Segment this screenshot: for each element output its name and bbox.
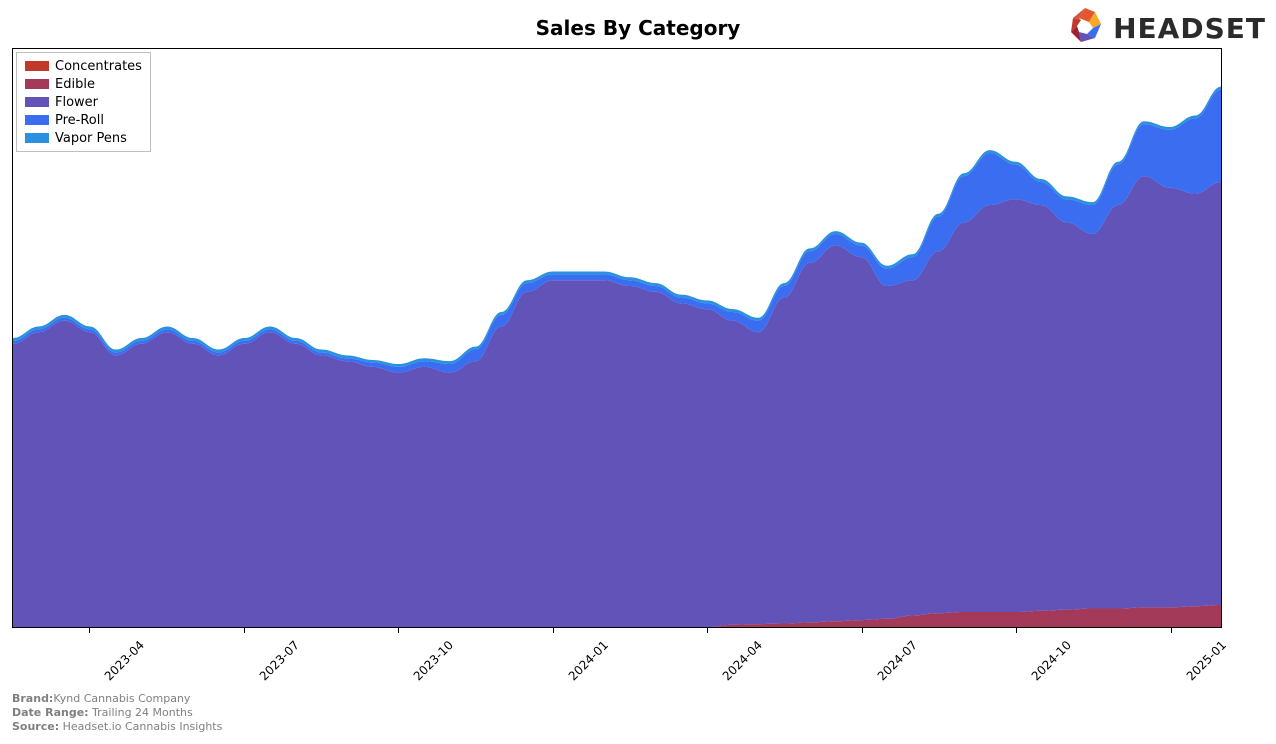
legend-item: Vapor Pens (25, 129, 142, 147)
x-tick-label: 2024-01 (565, 638, 610, 683)
stacked-area-svg (13, 49, 1221, 627)
legend-swatch (25, 97, 49, 107)
footer-value: Headset.io Cannabis Insights (59, 720, 222, 733)
chart-legend: Concentrates Edible Flower Pre-Roll Vapor Pe… (16, 52, 151, 152)
legend-item: Flower (25, 93, 142, 111)
legend-label: Vapor Pens (55, 131, 127, 146)
x-tick-mark (89, 628, 90, 633)
x-tick-mark (553, 628, 554, 633)
footer-label: Date Range: (12, 706, 89, 719)
legend-label: Edible (55, 77, 95, 92)
footer-label: Source: (12, 720, 59, 733)
headset-logo-icon (1065, 6, 1105, 50)
x-tick-mark (707, 628, 708, 633)
x-tick-mark (862, 628, 863, 633)
footer-value: Kynd Cannabis Company (53, 692, 190, 705)
x-tick-label: 2023-10 (411, 638, 456, 683)
legend-label: Pre-Roll (55, 113, 104, 128)
headset-logo-text: HEADSET (1113, 12, 1266, 45)
x-tick-mark (1171, 628, 1172, 633)
x-tick-label: 2024-07 (874, 638, 919, 683)
legend-item: Edible (25, 75, 142, 93)
x-tick-label: 2023-04 (102, 638, 147, 683)
x-tick-label: 2025-01 (1183, 638, 1228, 683)
headset-logo: HEADSET (1065, 6, 1266, 50)
chart-footer: Brand:Kynd Cannabis CompanyDate Range: T… (12, 692, 222, 733)
x-tick-mark (244, 628, 245, 633)
legend-item: Concentrates (25, 57, 142, 75)
footer-line: Source: Headset.io Cannabis Insights (12, 720, 222, 734)
legend-swatch (25, 133, 49, 143)
legend-label: Concentrates (55, 59, 142, 74)
footer-label: Brand: (12, 692, 53, 705)
area-flower (13, 176, 1221, 627)
x-tick-label: 2023-07 (256, 638, 301, 683)
legend-swatch (25, 115, 49, 125)
x-tick-mark (398, 628, 399, 633)
footer-line: Brand:Kynd Cannabis Company (12, 692, 222, 706)
legend-swatch (25, 79, 49, 89)
x-tick-mark (1016, 628, 1017, 633)
x-tick-label: 2024-10 (1029, 638, 1074, 683)
chart-plot-area (12, 48, 1222, 628)
footer-value: Trailing 24 Months (89, 706, 193, 719)
x-tick-label: 2024-04 (720, 638, 765, 683)
legend-item: Pre-Roll (25, 111, 142, 129)
legend-swatch (25, 61, 49, 71)
footer-line: Date Range: Trailing 24 Months (12, 706, 222, 720)
legend-label: Flower (55, 95, 98, 110)
